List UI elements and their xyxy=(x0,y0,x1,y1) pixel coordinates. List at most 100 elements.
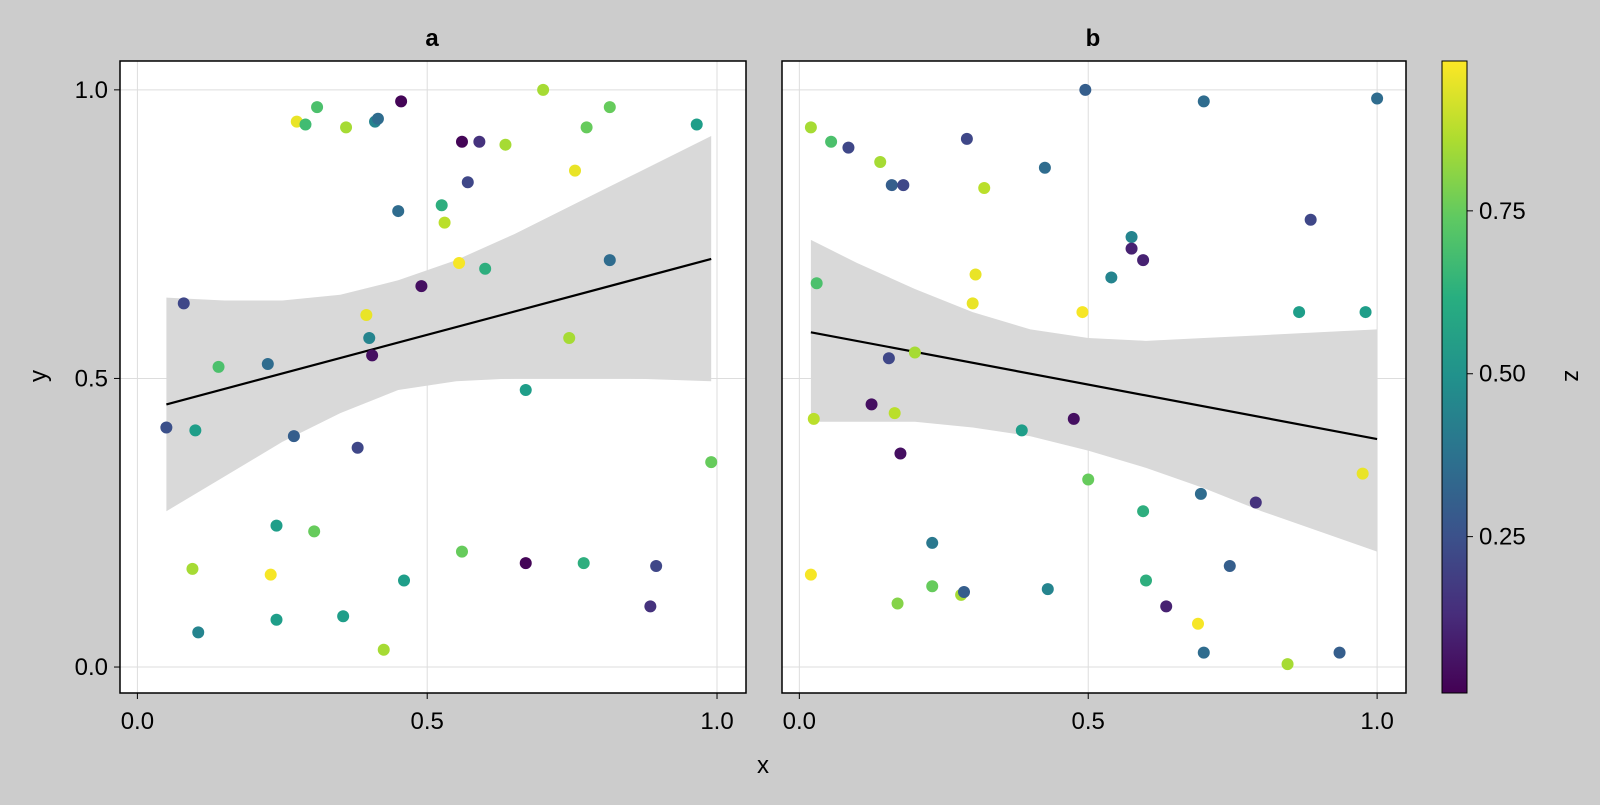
data-point xyxy=(479,262,492,275)
data-point xyxy=(395,95,408,108)
data-point xyxy=(1067,412,1080,425)
data-point xyxy=(644,600,657,613)
data-point xyxy=(1356,467,1369,480)
data-point xyxy=(308,525,321,538)
data-point xyxy=(455,135,468,148)
data-point xyxy=(1192,617,1204,630)
data-point xyxy=(473,135,486,148)
data-point xyxy=(569,164,582,177)
x-tick-label: 0.5 xyxy=(411,708,444,735)
data-point xyxy=(1140,574,1152,587)
x-tick-label: 1.0 xyxy=(1360,708,1393,735)
data-point xyxy=(453,257,466,270)
data-point xyxy=(1359,306,1372,319)
data-point xyxy=(1038,161,1051,174)
data-point xyxy=(804,121,817,134)
data-point xyxy=(192,626,205,639)
data-point xyxy=(894,447,907,460)
data-point xyxy=(603,101,616,114)
x-tick-label: 0.0 xyxy=(121,708,154,735)
data-point xyxy=(415,280,428,293)
x-tick-label: 0.0 xyxy=(783,708,816,735)
data-point xyxy=(363,332,376,345)
data-point xyxy=(519,557,532,570)
colorbar-tick-label: 0.50 xyxy=(1479,361,1526,388)
plot-frame xyxy=(119,60,747,694)
data-point xyxy=(580,121,593,134)
data-point xyxy=(392,205,405,218)
data-point xyxy=(177,297,190,310)
data-point xyxy=(1281,658,1294,671)
data-point xyxy=(897,179,910,192)
x-tick-label: 0.5 xyxy=(1072,708,1105,735)
data-point xyxy=(1333,646,1346,659)
colorbar-gradient xyxy=(1441,60,1468,694)
confidence-band xyxy=(166,136,712,512)
data-point xyxy=(1079,83,1092,96)
data-point xyxy=(299,118,312,131)
data-point xyxy=(874,156,887,169)
colorbar-tick-label: 0.25 xyxy=(1479,524,1526,551)
y-tick-label: 0.0 xyxy=(75,654,108,681)
data-point xyxy=(160,421,173,434)
data-point xyxy=(360,308,373,321)
data-point xyxy=(926,536,939,549)
data-point xyxy=(885,179,898,192)
data-point xyxy=(1293,306,1306,319)
regression-line xyxy=(810,331,1378,441)
data-point xyxy=(1197,646,1210,659)
data-point xyxy=(264,568,277,581)
data-point xyxy=(888,407,901,420)
data-point xyxy=(1223,560,1236,573)
data-point xyxy=(908,346,921,359)
data-point xyxy=(340,121,353,134)
data-point xyxy=(1137,505,1150,518)
data-point xyxy=(1082,473,1095,486)
data-point xyxy=(377,643,390,656)
data-point xyxy=(825,135,838,148)
colorbar: 0.25 0.50 0.75 xyxy=(1441,60,1526,694)
data-point xyxy=(438,216,451,229)
colorbar-label: z xyxy=(1559,370,1586,382)
plot-frame xyxy=(781,60,1407,694)
x-axis-label: x xyxy=(757,752,769,779)
data-point xyxy=(882,352,895,365)
data-point xyxy=(577,557,590,570)
data-point xyxy=(311,101,324,114)
x-tick-label: 1.0 xyxy=(700,708,733,735)
y-tick-label: 1.0 xyxy=(75,77,108,104)
data-point xyxy=(461,176,474,189)
data-point xyxy=(1041,583,1054,596)
data-point xyxy=(804,568,817,581)
data-point xyxy=(270,613,283,626)
data-point xyxy=(650,560,663,573)
data-point xyxy=(371,112,384,125)
data-point xyxy=(603,254,616,267)
data-point xyxy=(398,574,411,587)
panel-b-title: b xyxy=(1086,25,1101,52)
data-point xyxy=(958,585,970,598)
data-point xyxy=(705,456,718,469)
data-point xyxy=(966,297,979,310)
data-point xyxy=(351,441,364,454)
data-point xyxy=(186,562,199,575)
data-point xyxy=(1015,424,1028,437)
data-point xyxy=(563,332,576,345)
data-point xyxy=(499,138,512,151)
data-point xyxy=(1125,242,1138,255)
data-point xyxy=(519,383,532,396)
y-axis-label: y xyxy=(25,370,52,382)
data-point xyxy=(690,118,703,131)
panel-a: 0.0 0.5 1.0 0.0 0.5 1.0 xyxy=(75,60,747,735)
data-point xyxy=(960,132,973,145)
panel-b: 0.0 0.5 1.0 xyxy=(781,60,1407,735)
data-point xyxy=(287,430,300,443)
confidence-band xyxy=(810,239,1378,552)
data-point xyxy=(261,358,274,371)
data-point xyxy=(1249,496,1262,509)
data-point xyxy=(1371,92,1384,105)
colorbar-tick-label: 0.75 xyxy=(1479,198,1526,225)
data-point xyxy=(1194,487,1207,500)
data-point xyxy=(212,360,225,373)
